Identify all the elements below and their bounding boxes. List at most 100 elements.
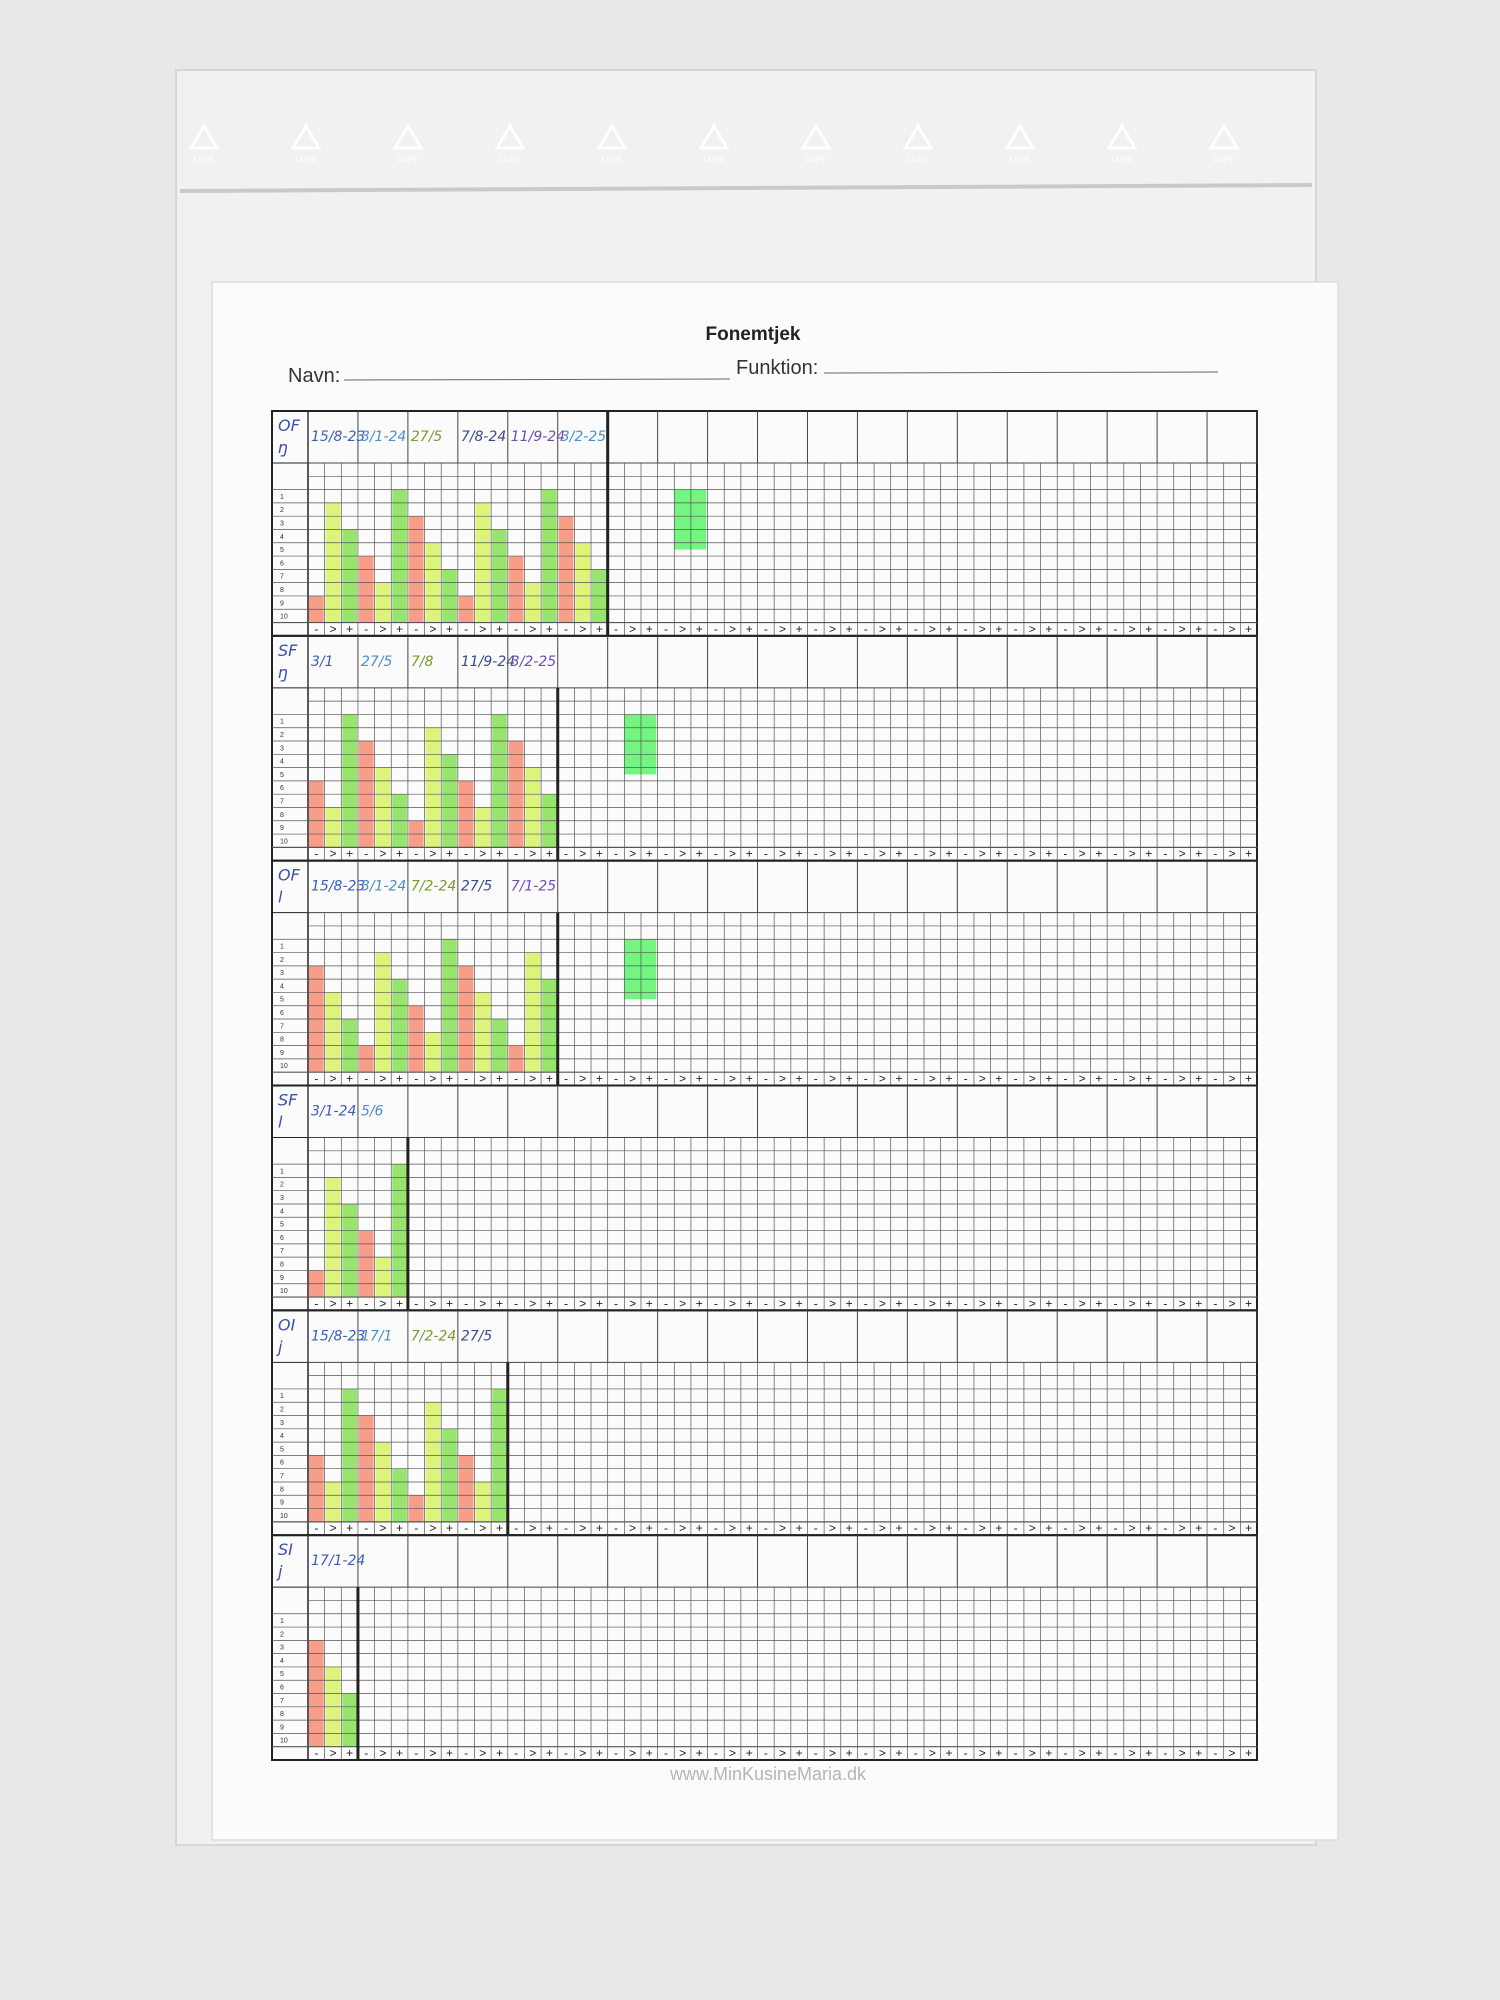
highlight	[475, 502, 491, 623]
scale-symbol: +	[446, 847, 453, 861]
scale-symbol: >	[579, 847, 586, 861]
scale-symbol: +	[1045, 1296, 1052, 1310]
scale-symbol: +	[1145, 847, 1152, 861]
scale-symbol: >	[729, 1296, 736, 1310]
scale-symbol: >	[1129, 1296, 1136, 1310]
scale-symbol: -	[1163, 1746, 1167, 1760]
scale-symbol: -	[414, 622, 418, 636]
scale-symbol: -	[1014, 622, 1018, 636]
scale-symbol: -	[464, 1746, 468, 1760]
scale-symbol: +	[346, 1296, 353, 1310]
block-label: ŋ	[278, 663, 288, 682]
scale-symbol: >	[1179, 622, 1186, 636]
row-number: 2	[280, 1182, 284, 1189]
recycle-label: LDPE	[500, 155, 521, 164]
scale-symbol: -	[1163, 1296, 1167, 1310]
scale-symbol: +	[546, 622, 553, 636]
scale-symbol: -	[614, 1296, 618, 1310]
scale-symbol: +	[696, 1746, 703, 1760]
scale-symbol: >	[1029, 1072, 1036, 1086]
row-number: 4	[280, 759, 284, 766]
scale-symbol: >	[779, 1746, 786, 1760]
scale-symbol: +	[496, 1072, 503, 1086]
highlight	[425, 727, 441, 848]
recycle-label: LDPE	[908, 155, 929, 164]
row-number: 7	[280, 798, 284, 805]
scale-symbol: -	[364, 1072, 368, 1086]
scale-symbol: -	[764, 1521, 768, 1535]
scale-symbol: >	[779, 1072, 786, 1086]
row-number: 1	[280, 1393, 284, 1400]
scale-symbol: +	[696, 1521, 703, 1535]
date-entry: 27/5	[461, 879, 493, 895]
function-label: Funktion:	[736, 357, 818, 379]
scale-symbol: +	[1145, 622, 1152, 636]
scale-symbol: +	[646, 1072, 653, 1086]
recycle-icon	[698, 123, 730, 150]
scale-symbol: -	[814, 1521, 818, 1535]
scale-symbol: >	[479, 1296, 486, 1310]
scale-symbol: +	[995, 847, 1002, 861]
highlight	[358, 556, 374, 623]
row-number: 4	[280, 1433, 284, 1440]
scale-symbol: +	[1195, 1296, 1202, 1310]
scale-symbol: >	[1129, 622, 1136, 636]
scale-symbol: -	[814, 1072, 818, 1086]
scale-symbol: >	[829, 1296, 836, 1310]
date-entry: 7/8	[411, 654, 434, 670]
scale-symbol: -	[364, 847, 368, 861]
scale-symbol: +	[896, 622, 903, 636]
scale-symbol: >	[429, 622, 436, 636]
scale-symbol: +	[596, 847, 603, 861]
scale-symbol: >	[379, 847, 386, 861]
scale-symbol: >	[629, 1296, 636, 1310]
scale-symbol: -	[364, 622, 368, 636]
scale-symbol: +	[945, 847, 952, 861]
scale-symbol: -	[1064, 1072, 1068, 1086]
scale-symbol: +	[896, 1296, 903, 1310]
row-number: 5	[280, 772, 284, 779]
scale-symbol: >	[529, 1521, 536, 1535]
scale-symbol: >	[529, 1072, 536, 1086]
row-number: 9	[280, 1050, 284, 1057]
row-number: 5	[280, 547, 284, 554]
scale-symbol: >	[1079, 1072, 1086, 1086]
scale-symbol: +	[396, 847, 403, 861]
scale-symbol: -	[1014, 847, 1018, 861]
row-number: 9	[280, 1275, 284, 1282]
recycle-icon	[1106, 123, 1138, 150]
row-number: 1	[280, 719, 284, 726]
block-label: OF	[278, 416, 301, 435]
scale-symbol: -	[764, 1296, 768, 1310]
scale-symbol: +	[1095, 622, 1102, 636]
block-label: SF	[278, 1091, 298, 1110]
row-number: 10	[280, 1288, 288, 1295]
scale-symbol: -	[1213, 622, 1217, 636]
scale-symbol: -	[414, 1521, 418, 1535]
block-label: SI	[278, 1540, 293, 1559]
scale-symbol: -	[964, 1072, 968, 1086]
row-number: 3	[280, 745, 284, 752]
scale-symbol: >	[729, 622, 736, 636]
scale-symbol: -	[364, 1746, 368, 1760]
scale-symbol: >	[1179, 1072, 1186, 1086]
row-number: 6	[280, 1685, 284, 1692]
scale-symbol: +	[1045, 622, 1052, 636]
scale-symbol: >	[979, 1072, 986, 1086]
scale-symbol: -	[1014, 1746, 1018, 1760]
scale-symbol: +	[1045, 847, 1052, 861]
scale-symbol: +	[696, 622, 703, 636]
scale-symbol: -	[1064, 1746, 1068, 1760]
date-entry: 11/9-24	[461, 654, 515, 670]
scale-symbol: >	[479, 1521, 486, 1535]
row-number: 8	[280, 812, 284, 819]
scale-symbol: >	[1229, 1296, 1236, 1310]
scale-symbol: >	[729, 847, 736, 861]
row-number: 5	[280, 1446, 284, 1453]
date-entry: 5/6	[361, 1104, 384, 1120]
scale-symbol: +	[346, 847, 353, 861]
scale-symbol: >	[579, 1746, 586, 1760]
scale-symbol: +	[945, 1521, 952, 1535]
scale-symbol: -	[1163, 622, 1167, 636]
scale-symbol: +	[646, 847, 653, 861]
